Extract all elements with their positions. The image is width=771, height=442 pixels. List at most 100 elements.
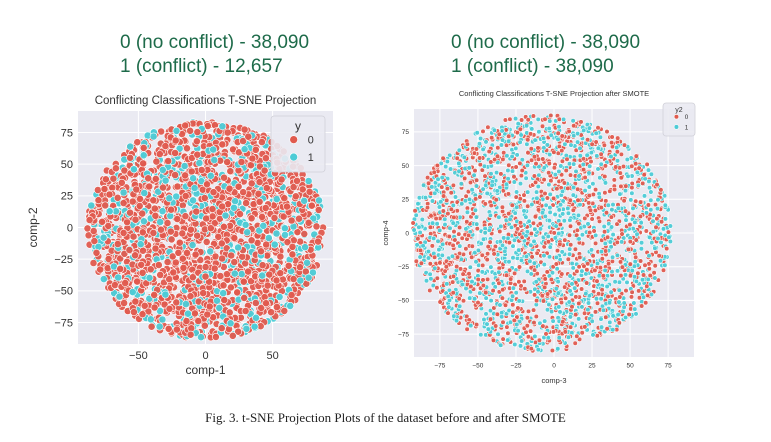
point-class-0 (592, 207, 599, 214)
point-class-1 (654, 206, 661, 212)
point-class-0 (442, 268, 448, 274)
point-class-0 (587, 229, 593, 236)
point-class-1 (625, 173, 631, 179)
point-class-1 (594, 153, 600, 159)
point-class-0 (620, 163, 627, 170)
point-class-0 (508, 276, 514, 282)
point-class-0 (415, 236, 421, 242)
point-class-0 (562, 237, 568, 243)
point-class-0 (563, 167, 569, 174)
point-class-0 (643, 300, 649, 306)
point-class-1 (547, 209, 553, 215)
point-class-0 (517, 160, 523, 166)
point-class-0 (574, 333, 580, 339)
point-class-1 (498, 223, 504, 229)
point-class-1 (478, 241, 484, 247)
point-class-0 (429, 243, 435, 249)
point-class-1 (633, 278, 640, 285)
point-class-0 (533, 161, 539, 167)
point-class-1 (650, 229, 656, 235)
point-class-0 (480, 282, 487, 289)
point-class-0 (487, 239, 493, 245)
point-class-0 (480, 262, 486, 269)
point-class-1 (612, 279, 618, 285)
point-class-0 (542, 284, 548, 291)
point-class-0 (506, 240, 513, 246)
point-class-0 (568, 242, 574, 248)
point-class-0 (496, 131, 502, 137)
point-class-0 (653, 224, 659, 230)
point-class-0 (603, 314, 609, 320)
point-class-1 (655, 235, 661, 242)
legend-title: y2 (675, 107, 683, 114)
point-class-1 (598, 316, 604, 322)
point-class-1 (556, 335, 562, 341)
point-class-1 (567, 217, 573, 223)
point-class-0 (580, 167, 587, 173)
legend-marker-class-1 (673, 124, 680, 130)
point-class-1 (479, 269, 485, 275)
point-class-1 (590, 332, 596, 338)
point-class-0 (535, 156, 542, 162)
point-class-0 (472, 168, 478, 174)
point-class-0 (633, 153, 639, 159)
point-class-1 (506, 138, 512, 144)
point-class-1 (619, 239, 625, 245)
point-class-0 (439, 184, 445, 190)
point-class-0 (427, 224, 434, 230)
point-class-0 (440, 208, 446, 214)
point-class-0 (584, 137, 591, 143)
point-class-1 (648, 171, 655, 177)
point-class-0 (505, 191, 512, 197)
point-class-1 (601, 223, 607, 230)
point-class-0 (578, 286, 585, 292)
point-class-1 (555, 346, 561, 352)
point-class-0 (539, 123, 546, 129)
point-class-1 (596, 194, 603, 200)
point-class-1 (411, 227, 417, 233)
point-class-1 (566, 161, 573, 167)
point-class-1 (438, 199, 444, 205)
point-class-1 (616, 299, 622, 305)
point-class-0 (496, 280, 502, 286)
point-class-1 (442, 216, 448, 222)
point-class-1 (471, 172, 477, 178)
point-class-1 (425, 255, 432, 261)
point-class-1 (567, 273, 573, 279)
point-class-0 (535, 207, 542, 213)
point-class-0 (507, 116, 513, 122)
point-class-0 (582, 215, 588, 221)
point-class-1 (499, 314, 505, 320)
point-class-1 (508, 224, 515, 230)
point-class-1 (646, 253, 652, 259)
point-class-0 (410, 220, 416, 226)
point-class-0 (464, 141, 471, 147)
point-class-1 (631, 300, 637, 306)
point-class-0 (468, 283, 474, 290)
point-class-1 (485, 326, 491, 332)
point-class-1 (545, 233, 551, 239)
point-class-0 (445, 310, 451, 316)
point-class-1 (482, 230, 488, 236)
point-class-0 (444, 197, 450, 203)
point-class-1 (509, 153, 515, 160)
point-class-0 (464, 219, 470, 225)
point-class-1 (544, 307, 551, 313)
point-class-0 (473, 196, 479, 202)
point-class-1 (429, 198, 436, 204)
point-class-0 (614, 239, 620, 245)
point-class-1 (529, 126, 535, 132)
point-class-1 (417, 229, 423, 236)
point-class-0 (434, 275, 440, 281)
point-class-0 (489, 135, 495, 141)
point-class-1 (557, 309, 563, 315)
point-class-1 (571, 161, 577, 167)
point-class-1 (544, 142, 550, 148)
point-class-0 (644, 283, 650, 289)
point-class-1 (419, 216, 425, 223)
point-class-1 (610, 327, 616, 333)
point-class-0 (502, 117, 509, 123)
point-class-1 (567, 288, 573, 294)
